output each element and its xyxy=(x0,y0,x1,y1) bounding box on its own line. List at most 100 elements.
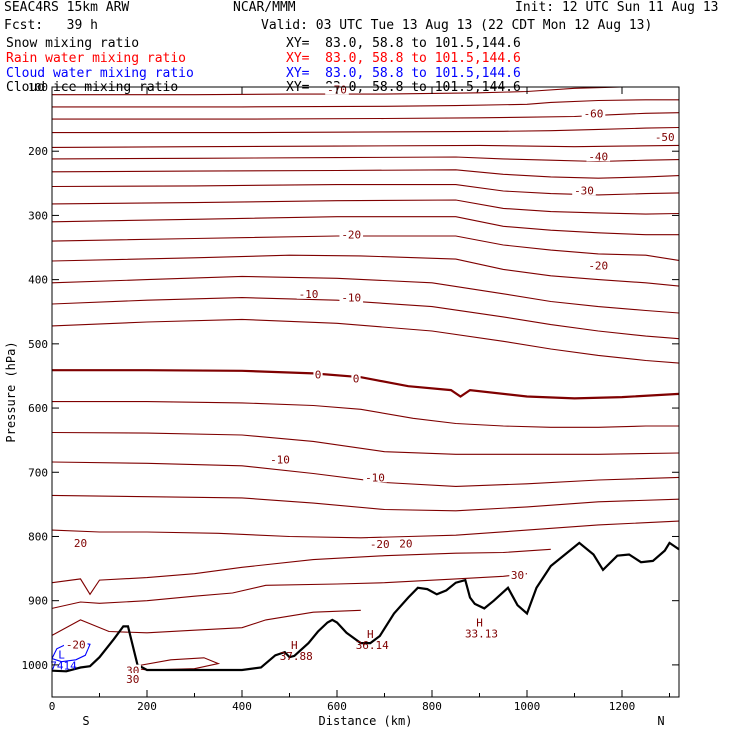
isotherm-line-5 xyxy=(52,144,679,148)
contour-label-14: 20 xyxy=(399,538,412,551)
contour-label-bg-2 xyxy=(652,131,677,143)
x-tick-label-2: 400 xyxy=(232,700,252,713)
x-tick-label-4: 800 xyxy=(422,700,442,713)
contour-label-bg-1 xyxy=(581,107,606,119)
isotherm-line-1 xyxy=(52,87,679,96)
contour-label-5: -20 xyxy=(341,229,361,242)
x-tick-label-6: 1200 xyxy=(609,700,636,713)
field-label-rain: Rain water mixing ratio xyxy=(6,51,187,66)
isotherm-line-14 xyxy=(52,297,679,340)
init-time: Init: 12 UTC Sun 11 Aug 13 xyxy=(515,0,719,15)
isotherm-line-12 xyxy=(52,254,679,287)
x-tick-label-0: 0 xyxy=(49,700,56,713)
y-tick-label-5: 600 xyxy=(28,402,48,415)
field-label-cloud-water: Cloud water mixing ratio xyxy=(6,66,194,81)
extremum-mark-1: H xyxy=(367,628,374,641)
field-label-snow: Snow mixing ratio xyxy=(6,36,140,51)
contour-label-bg-14 xyxy=(397,537,415,549)
contour-label-17: -20 xyxy=(66,638,86,651)
isotherm-line-18 xyxy=(52,431,679,455)
contour-label-bg-5 xyxy=(339,228,364,240)
contour-label-6: -20 xyxy=(588,260,608,273)
y-tick-label-6: 700 xyxy=(28,466,48,479)
contour-label-19: 30 xyxy=(126,673,139,686)
contour-label-1: -60 xyxy=(584,107,604,120)
contour-label-7: -10 xyxy=(299,288,319,301)
contour-label-3: -40 xyxy=(588,150,608,163)
y-tick-label-9: 1000 xyxy=(22,659,49,672)
contour-label-4: -30 xyxy=(574,184,594,197)
contour-label-15: 20 xyxy=(74,537,87,550)
plot-frame xyxy=(51,86,680,698)
field-xy-snow: XY= 83.0, 58.8 to 101.5,144.6 xyxy=(286,36,521,51)
contour-label-16: 30 xyxy=(511,569,524,582)
isotherm-line-4 xyxy=(52,126,679,134)
contour-label-11: -10 xyxy=(270,453,290,466)
isotherm-line-9 xyxy=(52,199,679,215)
contour-label-bg-16 xyxy=(509,569,526,580)
valid-time: Valid: 03 UTC Tue 13 Aug 13 (22 CDT Mon … xyxy=(261,18,653,33)
isotherm-line-6 xyxy=(52,156,679,163)
contour-label-bg-13 xyxy=(367,538,392,550)
isotherm-line-13 xyxy=(52,275,679,314)
y-axis-label: Pressure (hPa) xyxy=(4,341,18,442)
x-axis-label: Distance (km) xyxy=(319,714,413,728)
contour-label-10: 0 xyxy=(353,373,360,386)
contour-label-bg-9 xyxy=(313,368,323,380)
y-tick-label-7: 800 xyxy=(28,530,48,543)
extremum-mark-2: H xyxy=(476,616,483,629)
contour-label-bg-11 xyxy=(268,453,292,465)
isotherm-line-15 xyxy=(52,318,679,364)
isotherm-line-10 xyxy=(52,216,679,236)
contour-label-13: -20 xyxy=(370,538,390,551)
y-tick-label-0: 100 xyxy=(28,81,48,94)
isotherm-line-19 xyxy=(52,461,679,487)
cloud-water-contour-0 xyxy=(52,641,91,663)
contour-label-bg-15 xyxy=(72,536,89,548)
contour-label-8: -10 xyxy=(341,292,361,305)
isotherm-line-21 xyxy=(52,520,679,539)
isotherm-line-3 xyxy=(52,112,679,120)
contour-label-12: -10 xyxy=(365,471,385,484)
isotherm-line-24 xyxy=(52,609,361,636)
extremum-value-1: 36.14 xyxy=(356,639,389,652)
x-tick-label-1: 200 xyxy=(137,700,157,713)
contour-label-bg-7 xyxy=(296,287,321,299)
extremum-mark-0: H xyxy=(291,639,298,652)
isotherm-line-20 xyxy=(52,494,679,512)
isotherm-line-22 xyxy=(52,548,551,596)
contour-label-9: 0 xyxy=(315,369,322,382)
y-tick-label-1: 200 xyxy=(28,145,48,158)
contour-label-bg-17 xyxy=(63,638,88,650)
field-xy-rain: XY= 83.0, 58.8 to 101.5,144.6 xyxy=(286,51,521,66)
center-name: NCAR/MMM xyxy=(233,0,296,15)
contour-label-bg-8 xyxy=(339,291,364,303)
y-tick-label-8: 900 xyxy=(28,595,48,608)
contour-label-bg-18 xyxy=(124,664,141,676)
isotherm-line-8 xyxy=(52,184,679,196)
isotherm-line-23 xyxy=(52,573,528,609)
isotherm-line-11 xyxy=(52,235,679,261)
x-tick-label-3: 600 xyxy=(327,700,347,713)
isotherm-line-2 xyxy=(52,99,679,108)
model-name: SEAC4RS 15km ARW xyxy=(4,0,130,15)
terrain-line xyxy=(52,541,679,673)
contour-label-bg-6 xyxy=(586,259,611,271)
field-xy-cloud-water: XY= 83.0, 58.8 to 101.5,144.6 xyxy=(286,66,521,81)
isotherm-line-0 xyxy=(52,74,679,82)
forecast-hour: Fcst: 39 h xyxy=(4,18,98,33)
contour-label-bg-10 xyxy=(351,372,361,384)
extremum-value-2: 33.13 xyxy=(465,627,498,640)
extremum-value-0: 37.88 xyxy=(280,650,313,663)
isotherm-line-17 xyxy=(52,401,679,428)
isotherm-line-7 xyxy=(52,169,679,179)
contour-label-bg-4 xyxy=(572,184,596,196)
endpoint-left-label: S xyxy=(82,714,89,728)
y-tick-label-4: 500 xyxy=(28,338,48,351)
extremum-value-3: 7414 xyxy=(50,659,77,672)
contour-label-2: -50 xyxy=(655,131,675,144)
contour-label-bg-3 xyxy=(586,150,611,162)
y-tick-label-2: 300 xyxy=(28,209,48,222)
y-tick-label-3: 400 xyxy=(28,274,48,287)
